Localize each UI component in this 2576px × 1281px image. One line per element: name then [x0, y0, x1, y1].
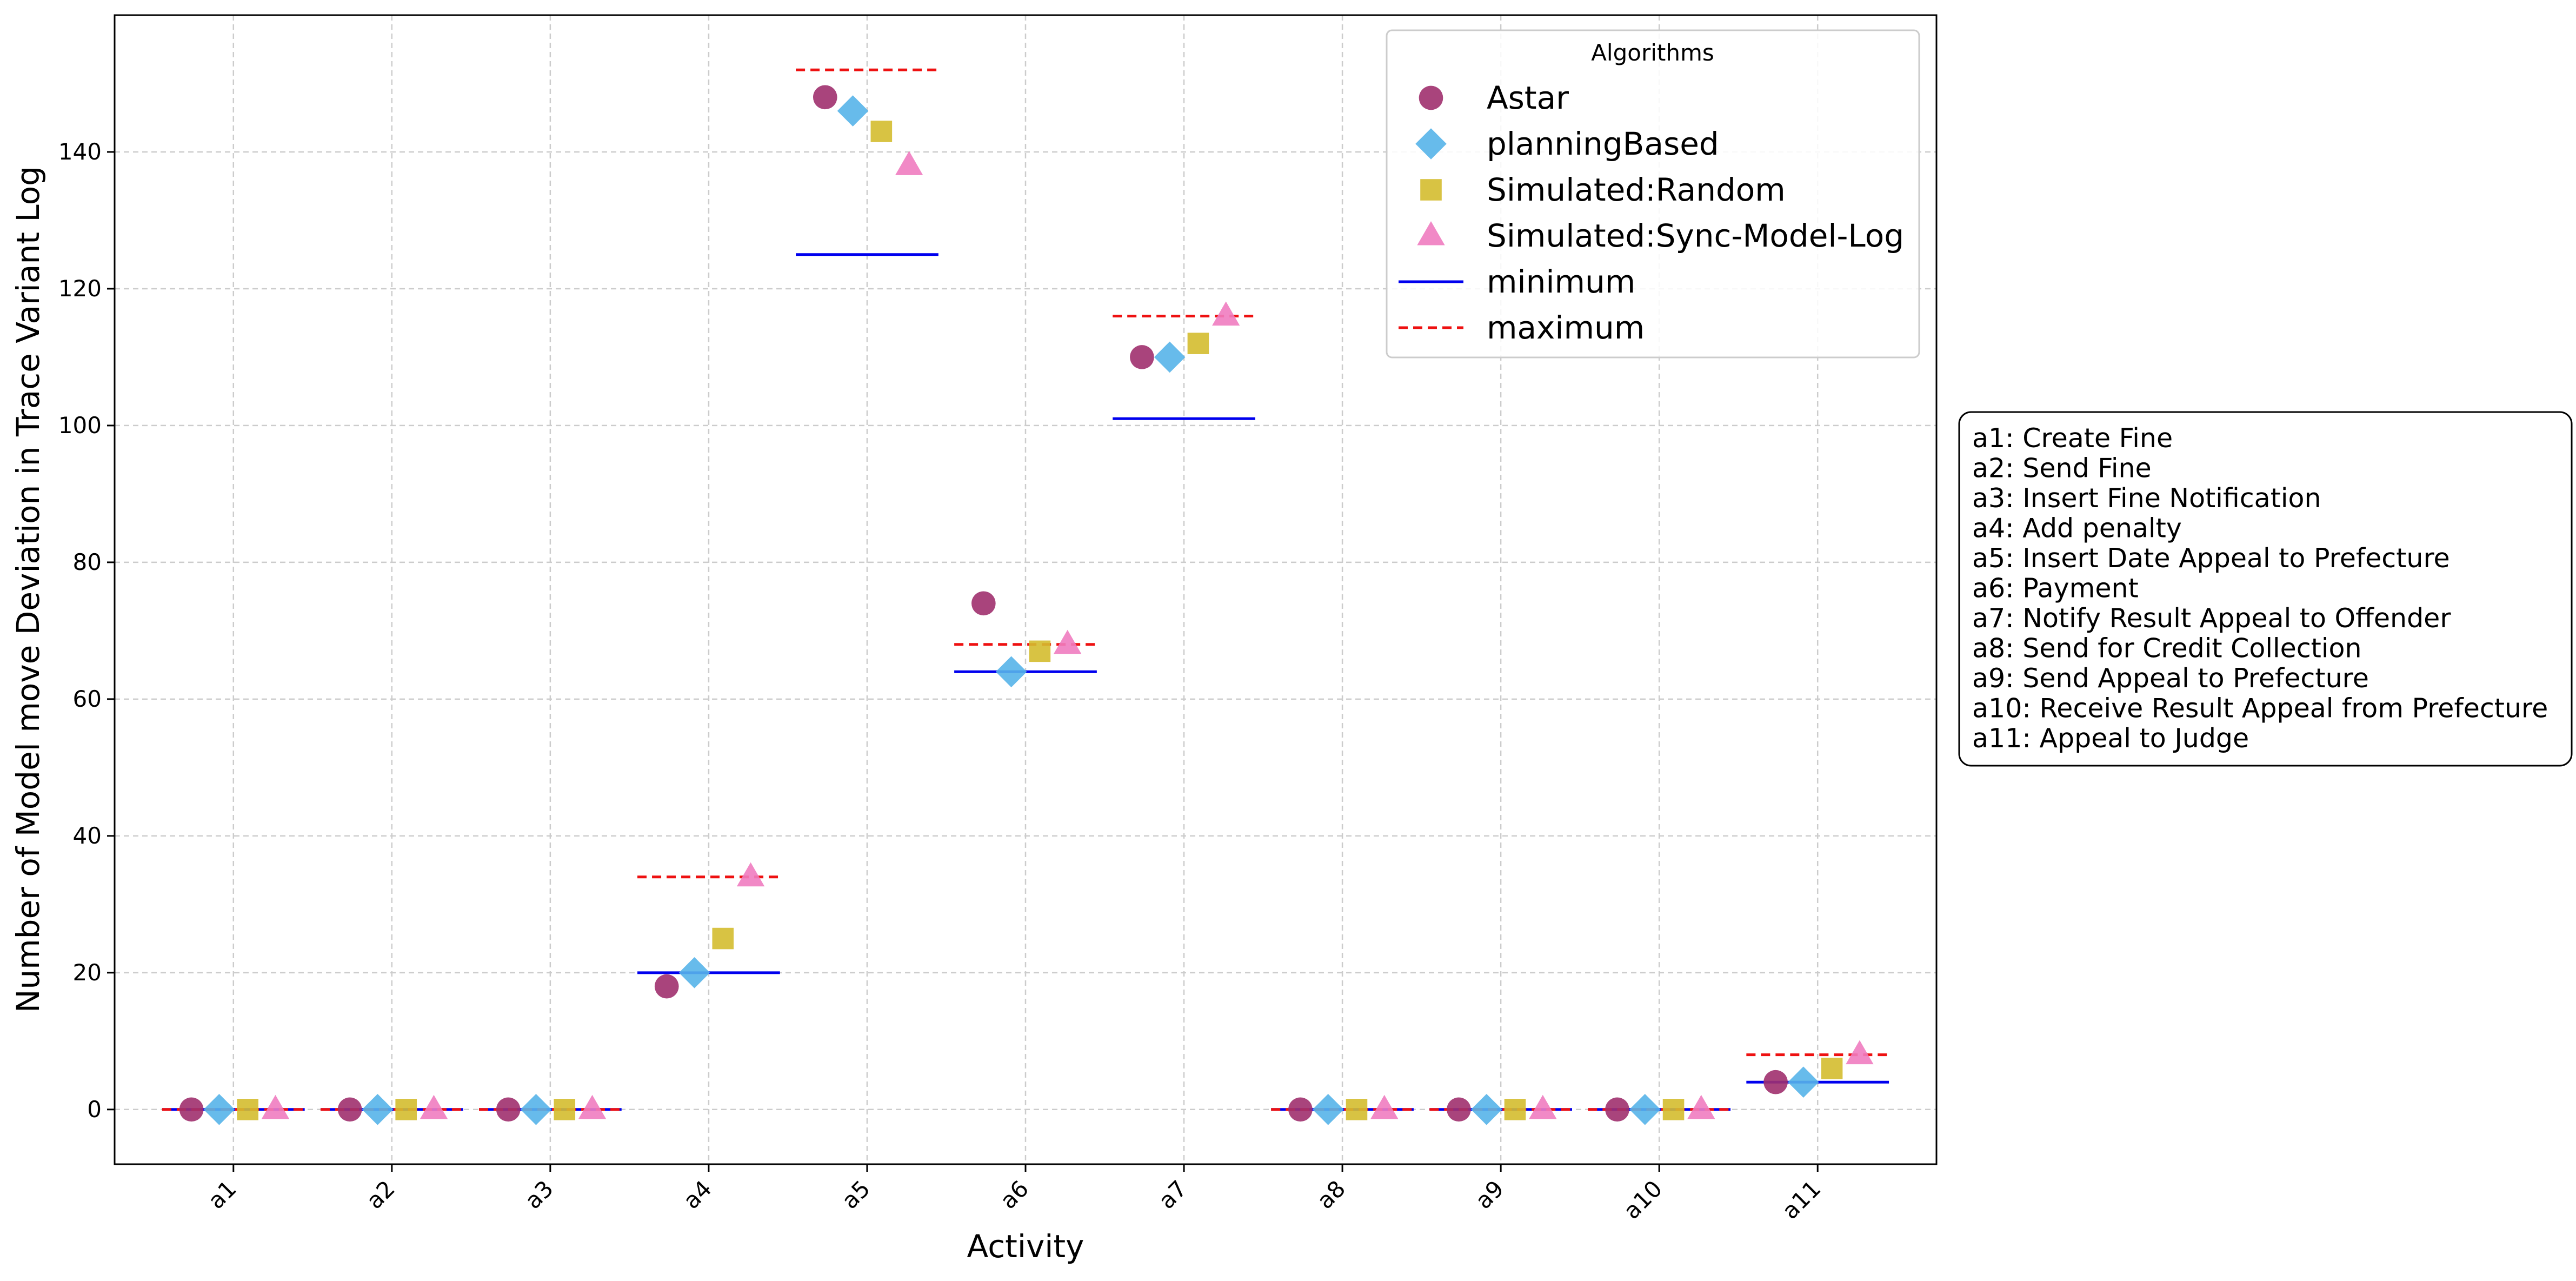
activity-key-item: a11: Appeal to Judge: [1972, 723, 2249, 754]
data-point-diamond: [837, 95, 869, 127]
data-point-triangle: [261, 1094, 290, 1119]
data-point-diamond: [995, 656, 1027, 688]
legend-box: [1386, 29, 1920, 359]
data-point-circle: [337, 1097, 362, 1122]
data-point-circle: [496, 1097, 521, 1122]
activity-key-item: a2: Send Fine: [1972, 453, 2152, 484]
data-point-diamond: [1470, 1094, 1502, 1125]
data-point-diamond: [203, 1094, 235, 1125]
activity-key-item: a7: Notify Result Appeal to Offender: [1972, 603, 2451, 634]
y-tick-label: 140: [58, 138, 102, 165]
legend-label: minimum: [1487, 263, 1635, 300]
activity-key-box: [1958, 411, 2573, 767]
data-point-square: [237, 1099, 258, 1120]
data-point-square: [1029, 640, 1051, 662]
legend-marker-square: [1420, 179, 1442, 201]
data-point-square: [1821, 1058, 1843, 1079]
data-point-square: [712, 927, 734, 950]
data-point-square: [870, 121, 893, 142]
data-point-triangle: [1370, 1094, 1399, 1119]
x-tick-label: a1: [203, 1175, 242, 1214]
activity-key-item: a6: Payment: [1972, 573, 2139, 604]
x-tick-label: a7: [1153, 1175, 1192, 1214]
y-axis-title: Number of Model move Deviation in Trace …: [10, 166, 46, 1013]
data-point-triangle: [736, 862, 765, 887]
y-tick-label: 0: [87, 1096, 102, 1123]
data-point-circle: [1605, 1097, 1629, 1122]
data-point-circle: [1447, 1097, 1471, 1122]
data-point-triangle: [1054, 629, 1082, 654]
x-tick-label: a3: [520, 1175, 558, 1214]
data-point-diamond: [362, 1094, 394, 1125]
activity-key-item: a8: Send for Credit Collection: [1972, 633, 2362, 664]
activity-key-item: a5: Insert Date Appeal to Prefecture: [1972, 543, 2450, 574]
x-axis: a1 a2 a3 a4 a5 a6 a7 a8 a9 a10 a11: [203, 1164, 1826, 1224]
data-point-circle: [654, 974, 679, 999]
data-point-square: [1504, 1099, 1526, 1120]
legend: Algorithms Astar planningBased Simulated:R…: [1386, 29, 1920, 359]
activity-key-item: a4: Add penalty: [1972, 513, 2182, 544]
data-point-circle: [1288, 1097, 1313, 1122]
x-tick-label: a6: [995, 1175, 1034, 1214]
data-point-triangle: [420, 1094, 448, 1119]
legend-label: Simulated:Sync-Model-Log: [1487, 217, 1904, 254]
x-tick-label: a8: [1312, 1175, 1350, 1214]
data-point-square: [395, 1099, 417, 1120]
legend-label: planningBased: [1487, 125, 1719, 162]
x-tick-label: a2: [361, 1175, 400, 1214]
activity-key-item: a3: Insert Fine Notification: [1972, 483, 2321, 514]
legend-label: maximum: [1487, 309, 1645, 346]
data-point-circle: [813, 85, 837, 110]
data-point-square: [554, 1099, 576, 1120]
data-point-triangle: [578, 1094, 607, 1119]
activity-key-item: a9: Send Appeal to Prefecture: [1972, 663, 2369, 694]
legend-marker-circle: [1419, 85, 1443, 110]
data-point-triangle: [1212, 301, 1240, 326]
legend-marker-diamond: [1415, 128, 1447, 160]
x-tick-label: a9: [1470, 1175, 1509, 1214]
data-point-square: [1662, 1099, 1685, 1120]
data-point-triangle: [1846, 1040, 1874, 1065]
activity-key-item: a1: Create Fine: [1972, 423, 2173, 454]
y-tick-label: 20: [73, 959, 102, 986]
legend-label: Simulated:Random: [1487, 171, 1786, 208]
x-tick-label: a4: [678, 1175, 717, 1214]
data-point-square: [1187, 333, 1209, 354]
y-tick-label: 40: [73, 822, 102, 849]
data-point-triangle: [1529, 1094, 1557, 1119]
data-point-circle: [971, 591, 996, 616]
data-point-square: [1346, 1099, 1368, 1120]
activity-key-item: a10: Receive Result Appeal from Prefectu…: [1972, 693, 2548, 724]
y-tick-label: 100: [58, 412, 102, 439]
y-tick-label: 80: [73, 549, 102, 575]
y-tick-label: 60: [73, 686, 102, 712]
legend-marker-triangle: [1417, 221, 1445, 245]
data-point-diamond: [1312, 1094, 1344, 1125]
data-point-triangle: [895, 151, 923, 175]
data-point-diamond: [1629, 1094, 1661, 1125]
x-tick-label: a10: [1619, 1175, 1668, 1224]
data-point-diamond: [520, 1094, 552, 1125]
data-points: [179, 85, 1874, 1125]
x-tick-label: a5: [836, 1175, 875, 1214]
legend-title: Algorithms: [1591, 39, 1714, 66]
data-point-triangle: [1687, 1094, 1715, 1119]
legend-label: Astar: [1487, 79, 1569, 116]
y-axis: 0 20 40 60 80 100 120 140: [58, 138, 115, 1123]
data-point-circle: [179, 1097, 204, 1122]
data-point-diamond: [1788, 1066, 1819, 1098]
x-axis-title: Activity: [967, 1228, 1084, 1265]
grid: [115, 15, 1936, 1164]
y-tick-label: 120: [58, 275, 102, 302]
data-point-diamond: [1154, 341, 1186, 373]
data-point-circle: [1130, 345, 1154, 369]
data-point-diamond: [678, 957, 710, 988]
x-tick-label: a11: [1777, 1175, 1826, 1224]
data-point-circle: [1763, 1070, 1788, 1094]
